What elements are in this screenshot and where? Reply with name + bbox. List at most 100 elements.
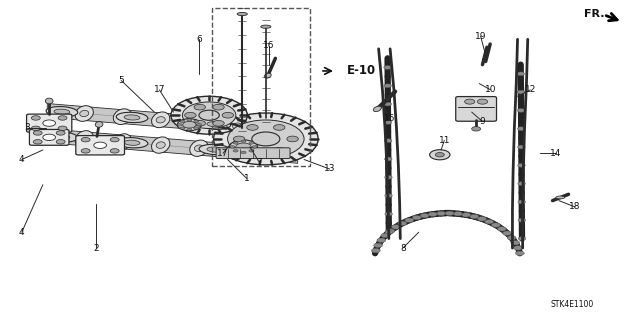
Text: 15: 15 — [385, 114, 396, 123]
Circle shape — [182, 122, 196, 128]
Circle shape — [177, 123, 182, 126]
Bar — [212, 8, 310, 166]
Ellipse shape — [233, 123, 242, 129]
Circle shape — [513, 246, 522, 250]
Ellipse shape — [95, 122, 103, 127]
Ellipse shape — [228, 143, 246, 160]
Circle shape — [386, 229, 395, 233]
Circle shape — [33, 140, 42, 144]
Circle shape — [194, 121, 205, 126]
Circle shape — [518, 200, 525, 204]
Text: 9: 9 — [479, 117, 485, 126]
Circle shape — [385, 139, 392, 143]
Circle shape — [385, 230, 393, 234]
Circle shape — [385, 157, 392, 161]
Circle shape — [43, 120, 56, 126]
Circle shape — [377, 238, 386, 242]
Polygon shape — [47, 129, 298, 163]
Circle shape — [58, 126, 67, 130]
Ellipse shape — [271, 151, 280, 158]
FancyBboxPatch shape — [456, 97, 497, 121]
Ellipse shape — [124, 115, 140, 120]
Ellipse shape — [189, 140, 208, 156]
Ellipse shape — [152, 137, 170, 153]
Circle shape — [241, 140, 246, 143]
Text: 1: 1 — [244, 174, 250, 183]
Ellipse shape — [124, 140, 140, 145]
Circle shape — [385, 194, 392, 197]
Circle shape — [110, 137, 119, 142]
Ellipse shape — [113, 134, 132, 150]
Circle shape — [31, 116, 40, 120]
Ellipse shape — [113, 109, 132, 124]
Circle shape — [241, 151, 246, 154]
Circle shape — [233, 150, 238, 152]
Ellipse shape — [46, 132, 77, 142]
Circle shape — [233, 142, 238, 144]
Text: 11: 11 — [438, 136, 450, 145]
Circle shape — [429, 150, 450, 160]
Circle shape — [398, 221, 407, 226]
Circle shape — [477, 99, 488, 104]
Circle shape — [81, 137, 90, 142]
Circle shape — [58, 116, 67, 120]
Ellipse shape — [232, 148, 242, 155]
Circle shape — [234, 136, 245, 142]
Circle shape — [492, 223, 500, 227]
Text: STK4E1100: STK4E1100 — [550, 300, 594, 309]
Ellipse shape — [80, 136, 89, 142]
Circle shape — [246, 148, 258, 153]
Ellipse shape — [266, 146, 285, 163]
Circle shape — [230, 145, 235, 148]
Text: 14: 14 — [550, 149, 561, 158]
Text: 13: 13 — [324, 165, 335, 174]
Circle shape — [43, 134, 56, 141]
Circle shape — [249, 142, 254, 144]
Circle shape — [384, 121, 392, 124]
Circle shape — [374, 243, 383, 248]
Circle shape — [517, 127, 525, 130]
Circle shape — [252, 132, 280, 146]
Ellipse shape — [75, 106, 93, 121]
Circle shape — [371, 249, 380, 253]
Circle shape — [518, 182, 525, 186]
Text: 18: 18 — [569, 203, 580, 211]
Circle shape — [515, 251, 524, 256]
Ellipse shape — [199, 145, 230, 155]
Circle shape — [171, 96, 247, 134]
Text: 7: 7 — [257, 158, 262, 167]
Ellipse shape — [266, 121, 285, 137]
Text: 6: 6 — [196, 35, 202, 44]
Ellipse shape — [195, 120, 204, 126]
Circle shape — [31, 126, 40, 130]
Circle shape — [246, 125, 258, 130]
Ellipse shape — [207, 147, 223, 152]
Circle shape — [484, 219, 493, 224]
Circle shape — [385, 175, 392, 179]
Circle shape — [517, 108, 525, 112]
Circle shape — [182, 102, 236, 129]
Circle shape — [511, 241, 520, 245]
Circle shape — [273, 148, 285, 153]
Circle shape — [517, 90, 525, 94]
Text: 5: 5 — [118, 76, 124, 85]
Ellipse shape — [260, 25, 271, 28]
Polygon shape — [47, 104, 298, 138]
FancyBboxPatch shape — [26, 114, 72, 132]
Circle shape — [180, 120, 185, 122]
Ellipse shape — [54, 109, 70, 114]
Ellipse shape — [373, 106, 381, 112]
Circle shape — [420, 213, 429, 218]
Ellipse shape — [45, 98, 53, 104]
Circle shape — [222, 112, 234, 118]
Text: 8: 8 — [400, 243, 406, 253]
Circle shape — [435, 152, 444, 157]
Circle shape — [56, 140, 65, 144]
Circle shape — [412, 215, 421, 220]
Circle shape — [56, 131, 65, 135]
Text: 4: 4 — [19, 155, 24, 164]
Circle shape — [236, 143, 252, 151]
Ellipse shape — [80, 110, 89, 117]
Ellipse shape — [118, 139, 127, 145]
Circle shape — [194, 120, 199, 122]
